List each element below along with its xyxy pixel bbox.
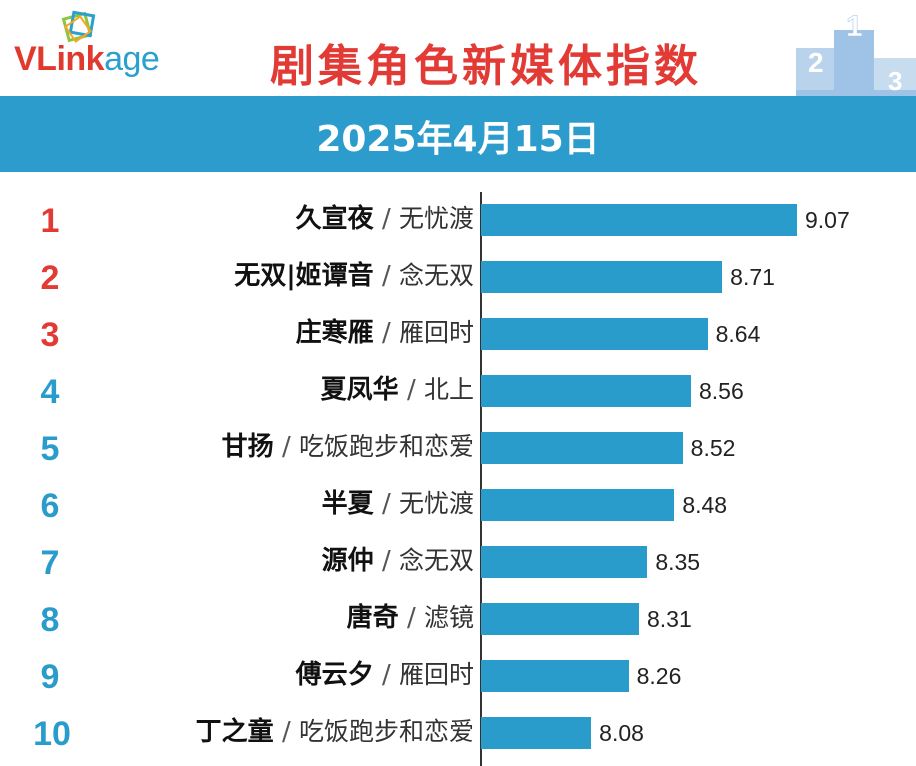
- rank-number: 5: [40, 430, 60, 468]
- character-name: 庄寒雁: [295, 318, 374, 348]
- label-separator: /: [273, 432, 299, 462]
- bar-value-label: 8.52: [690, 435, 736, 461]
- bar: [481, 603, 639, 635]
- bar-label: 唐奇 / 滤镜: [347, 603, 474, 633]
- drama-title: 雁回时: [398, 660, 474, 689]
- drama-title: 雁回时: [398, 318, 474, 347]
- bar-value-label: 9.07: [805, 207, 850, 233]
- character-name: 源仲: [321, 546, 374, 576]
- bar: [481, 375, 691, 407]
- character-name: 傅云夕: [295, 660, 374, 690]
- bar-value-label: 8.48: [682, 492, 728, 518]
- bar-label: 甘扬 / 吃饭跑步和恋爱: [222, 432, 474, 462]
- bar-label: 傅云夕 / 雁回时: [296, 660, 474, 690]
- rank-number: 6: [40, 487, 60, 525]
- logo-mark-icon: [61, 10, 96, 43]
- rank-number: 7: [40, 544, 60, 582]
- bar-value-label: 8.64: [715, 321, 761, 347]
- drama-title: 滤镜: [423, 603, 474, 632]
- drama-title: 念无双: [398, 546, 474, 575]
- label-separator: /: [373, 660, 399, 690]
- header: VLinkage 剧集角色新媒体指数 2 1 3: [0, 0, 916, 98]
- logo-wordmark: VLinkage: [14, 40, 160, 79]
- page-title: 剧集角色新媒体指数: [270, 41, 702, 92]
- podium-digit-3: 3: [888, 66, 902, 96]
- drama-title: 无忧渡: [398, 204, 474, 233]
- bar-label: 半夏 / 无忧渡: [322, 489, 474, 519]
- label-separator: /: [273, 717, 299, 747]
- label-separator: /: [373, 204, 399, 234]
- rank-number: 4: [40, 373, 60, 411]
- bar-value-label: 8.56: [698, 378, 744, 404]
- drama-title: 念无双: [398, 261, 474, 290]
- drama-title: 无忧渡: [398, 489, 474, 518]
- logo-suffix-text: age: [104, 40, 160, 78]
- label-separator: /: [373, 318, 399, 348]
- rank-number: 8: [40, 601, 60, 639]
- bar: [481, 489, 675, 521]
- bar-label: 夏凤华 / 北上: [321, 375, 474, 405]
- date-band: 2025年4月15日: [0, 96, 916, 172]
- rank-number: 3: [40, 316, 60, 354]
- bar-label: 庄寒雁 / 雁回时: [296, 318, 474, 348]
- bar: [481, 717, 592, 749]
- bar-label: 久宣夜 / 无忧渡: [296, 204, 474, 234]
- bar: [481, 261, 723, 293]
- bar: [481, 660, 629, 692]
- character-name: 半夏: [321, 489, 374, 519]
- bar-label: 源仲 / 念无双: [322, 546, 474, 576]
- bar-label: 无双|姬谭音 / 念无双: [234, 261, 474, 291]
- bar-label: 丁之童 / 吃饭跑步和恋爱: [196, 717, 474, 747]
- bar-value-label: 8.31: [647, 606, 692, 632]
- bar: [481, 204, 797, 236]
- drama-title: 吃饭跑步和恋爱: [298, 432, 474, 461]
- label-separator: /: [398, 603, 424, 633]
- character-name: 无双|姬谭音: [234, 261, 374, 291]
- rank-number: 2: [40, 259, 60, 297]
- character-name: 丁之童: [195, 717, 274, 747]
- character-name: 久宣夜: [295, 204, 374, 234]
- logo-main-text: VLink: [14, 40, 105, 78]
- bar-value-label: 8.71: [730, 264, 775, 290]
- bar: [481, 546, 648, 578]
- rank-number: 1: [40, 202, 60, 240]
- label-separator: /: [373, 546, 399, 576]
- drama-title: 吃饭跑步和恋爱: [298, 717, 474, 746]
- vlinkage-logo: VLinkage: [10, 10, 210, 90]
- label-separator: /: [373, 489, 399, 519]
- bar-value-label: 8.08: [599, 720, 644, 746]
- podium-digit-1: 1: [846, 10, 863, 43]
- ranking-chart: 1 久宣夜 / 无忧渡 9.07 2 无双|姬谭音 / 念无双 8.71 3 庄寒雁 / 雁回…: [0, 172, 916, 766]
- rank-number: 10: [33, 715, 71, 753]
- label-separator: /: [373, 261, 399, 291]
- character-name: 甘扬: [221, 432, 274, 462]
- chart-axis: [480, 192, 482, 766]
- rank-number: 9: [40, 658, 60, 696]
- bar-value-label: 8.26: [636, 663, 682, 689]
- date-label: 2025年4月15日: [316, 119, 600, 160]
- character-name: 唐奇: [346, 603, 399, 633]
- podium-icon: 2 1 3: [796, 10, 916, 98]
- bar-value-label: 8.35: [655, 549, 701, 575]
- label-separator: /: [398, 375, 424, 405]
- bar: [481, 432, 683, 464]
- character-name: 夏凤华: [320, 375, 399, 405]
- podium-digit-2: 2: [808, 47, 824, 78]
- drama-title: 北上: [423, 375, 474, 404]
- bar: [481, 318, 708, 350]
